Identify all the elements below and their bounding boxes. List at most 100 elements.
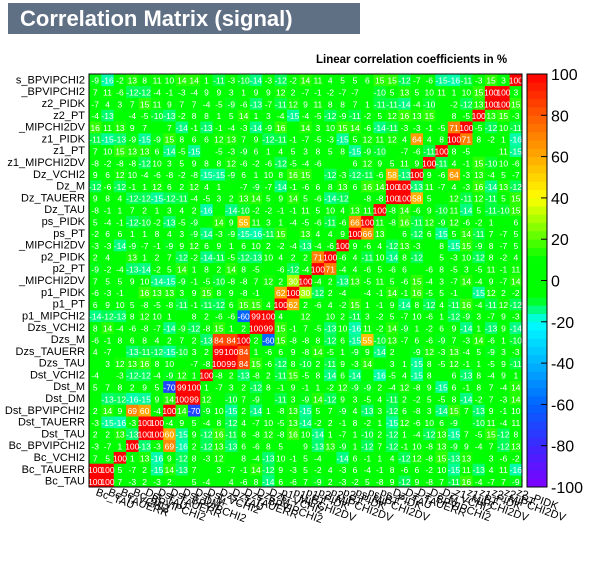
- heatmap-cell: [175, 121, 189, 134]
- heatmap-cell: [237, 109, 251, 122]
- heatmap-cell: [175, 286, 189, 299]
- cell-value: 14: [103, 406, 113, 416]
- heatmap-cell: [126, 74, 139, 87]
- cell-value: -3: [215, 229, 223, 239]
- cell-value: 8: [489, 241, 494, 251]
- cell-value: 1: [377, 453, 382, 463]
- heatmap-cell: [497, 286, 510, 299]
- heatmap-cell: [447, 428, 461, 441]
- cell-value: 13: [338, 182, 348, 192]
- cell-value: -6: [364, 264, 372, 274]
- cell-value: -14: [225, 205, 238, 215]
- heatmap-cell: [113, 428, 127, 441]
- cell-value: 11: [437, 87, 446, 97]
- heatmap-cell: [324, 286, 337, 299]
- cell-value: 2: [142, 205, 147, 215]
- cell-value: 14: [474, 335, 484, 345]
- cell-value: 12: [264, 276, 274, 286]
- cell-value: -5: [438, 359, 446, 369]
- heatmap-cell: [435, 203, 449, 216]
- heatmap-cell: [286, 298, 300, 311]
- cell-value: -1: [277, 205, 285, 215]
- cell-value: -1: [463, 158, 471, 168]
- heatmap-cell: [460, 439, 473, 452]
- cell-value: 6: [402, 264, 407, 274]
- heatmap-cell: [398, 298, 411, 311]
- heatmap-cell: [447, 192, 461, 205]
- cell-value: 2: [377, 430, 382, 440]
- heatmap-cell: [138, 345, 152, 358]
- cell-value: -4: [289, 241, 297, 251]
- heatmap-cell: [447, 180, 461, 193]
- heatmap-cell: [447, 310, 461, 323]
- heatmap-cell: [126, 333, 139, 346]
- cell-value: -6: [512, 158, 520, 168]
- heatmap-cell: [113, 475, 127, 488]
- heatmap-cell: [423, 428, 436, 441]
- cell-value: 100: [162, 406, 176, 416]
- heatmap-cell: [447, 380, 461, 393]
- cell-value: 14: [363, 359, 373, 369]
- cell-value: 3: [167, 158, 172, 168]
- cell-value: 1: [266, 406, 271, 416]
- heatmap-cell: [126, 463, 139, 476]
- color-bar-tick-label: -40: [551, 356, 574, 373]
- heatmap-cell: [410, 369, 424, 382]
- cell-value: 9: [390, 477, 395, 487]
- cell-value: 13: [301, 229, 311, 239]
- cell-value: -2: [425, 323, 433, 333]
- cell-value: 3: [476, 312, 481, 322]
- y-tick-label: Dst_DM: [45, 393, 85, 405]
- cell-value: -15: [176, 430, 189, 440]
- heatmap-cell: [187, 345, 201, 358]
- heatmap-cell: [113, 192, 127, 205]
- heatmap-cell: [373, 333, 387, 346]
- heatmap-cell: [126, 203, 139, 216]
- heatmap-cell: [150, 416, 164, 429]
- cell-value: 15: [350, 300, 360, 310]
- cell-value: -14: [485, 182, 498, 192]
- heatmap-cell: [484, 180, 498, 193]
- heatmap-cell: [262, 451, 275, 464]
- heatmap-cell: [361, 451, 374, 464]
- color-bar-segment: [527, 478, 547, 488]
- cell-value: -3: [153, 477, 161, 487]
- heatmap-cell: [385, 451, 399, 464]
- cell-value: 9: [217, 241, 222, 251]
- heatmap-cell: [138, 428, 152, 441]
- heatmap-cell: [348, 133, 362, 146]
- cell-value: 15: [499, 111, 509, 121]
- heatmap-cell: [200, 192, 214, 205]
- cell-value: 8: [452, 394, 457, 404]
- cell-value: -5: [463, 146, 471, 156]
- cell-value: 6: [93, 300, 98, 310]
- heatmap-cell: [101, 451, 115, 464]
- heatmap-cell: [89, 380, 102, 393]
- y-tick-label: Dzs_TAUERR: [16, 346, 86, 358]
- heatmap-cell: [497, 133, 510, 146]
- cell-value: 2: [130, 382, 135, 392]
- heatmap-cell: [385, 168, 399, 181]
- heatmap-cell: [447, 121, 461, 134]
- cell-value: -9: [129, 135, 137, 145]
- heatmap-cell: [200, 404, 214, 417]
- heatmap-cell: [423, 345, 436, 358]
- cell-value: -12: [275, 359, 288, 369]
- cell-value: -11: [201, 300, 213, 310]
- heatmap-cell: [348, 156, 362, 169]
- cell-value: -1: [166, 87, 174, 97]
- cell-value: 1: [241, 87, 246, 97]
- cell-value: 100: [175, 394, 189, 404]
- heatmap-cell: [385, 404, 399, 417]
- heatmap-cell: [212, 439, 226, 452]
- cell-value: -2: [475, 394, 483, 404]
- cell-value: -1: [116, 288, 124, 298]
- heatmap-cell: [497, 227, 510, 240]
- heatmap-cell: [225, 262, 238, 275]
- cell-value: 10: [326, 123, 336, 133]
- heatmap-cell: [237, 85, 251, 98]
- cell-value: -6: [425, 335, 433, 345]
- heatmap-cell: [101, 310, 115, 323]
- cell-value: 10: [264, 170, 274, 180]
- cell-value: 4: [439, 300, 444, 310]
